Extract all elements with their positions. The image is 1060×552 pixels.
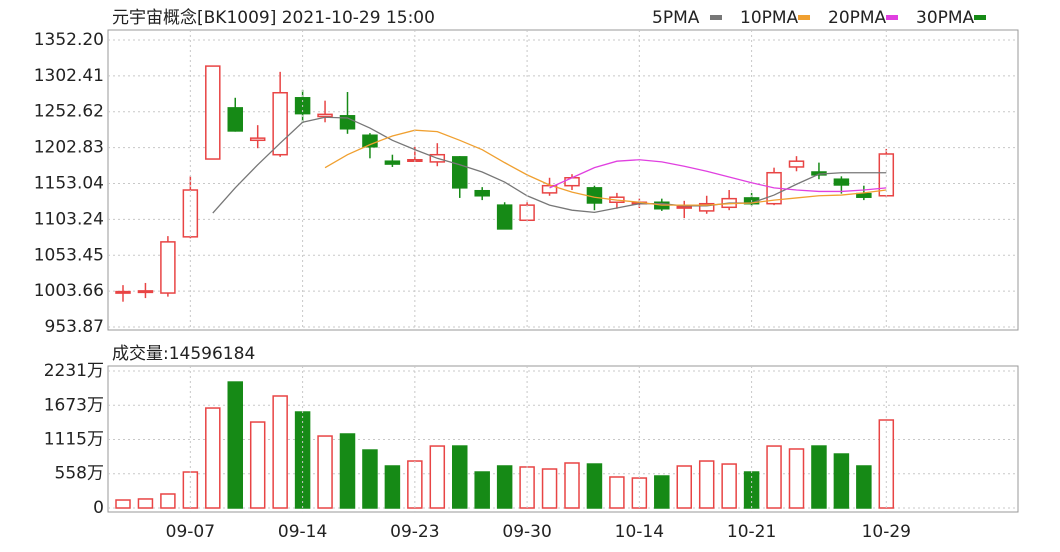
y-tick-label: 1673万	[44, 395, 104, 415]
legend-swatch	[798, 15, 810, 20]
volume-bar	[474, 471, 490, 509]
x-tick-label: 09-23	[390, 522, 439, 542]
candle-body	[160, 241, 176, 294]
chart-title: 元宇宙概念[BK1009] 2021-10-29 15:00	[112, 7, 435, 28]
x-tick-label: 09-07	[166, 522, 215, 542]
volume-bar	[137, 498, 154, 509]
volume-bar	[766, 445, 782, 509]
volume-bar	[698, 460, 715, 509]
legend-label: 10PMA	[740, 8, 799, 28]
volume-bar	[833, 453, 850, 509]
candle-body	[452, 156, 468, 189]
volume-bar	[564, 462, 580, 509]
candle-body	[249, 137, 266, 142]
x-tick-label: 10-21	[727, 522, 776, 542]
legend-swatch	[710, 15, 722, 20]
volume-bar	[249, 421, 266, 509]
legend-label: 20PMA	[828, 8, 887, 28]
volume-bar	[339, 433, 356, 509]
volume-bar	[407, 460, 423, 509]
ma-line	[549, 159, 887, 193]
volume-bar	[654, 475, 670, 509]
candle-body	[833, 178, 850, 186]
legend-swatch	[886, 15, 898, 20]
volume-bar	[384, 465, 401, 509]
ma-line	[324, 129, 887, 206]
volume-bar	[205, 407, 221, 509]
volume-bar	[811, 445, 827, 509]
candle-body	[676, 205, 692, 209]
y-tick-label: 1352.20	[34, 30, 104, 50]
y-tick-label: 558万	[55, 464, 104, 484]
candle-body	[272, 91, 288, 156]
volume-bar	[429, 445, 446, 509]
candle-body	[788, 160, 805, 168]
volume-bar	[609, 476, 625, 509]
volume-label: 成交量:14596184	[112, 344, 255, 364]
legend-swatch	[974, 15, 986, 20]
candle-body	[205, 65, 221, 160]
y-tick-label: 1103.24	[34, 209, 104, 229]
x-tick-label: 10-29	[862, 522, 911, 542]
candle-body	[856, 192, 872, 198]
legend-label: 5PMA	[652, 8, 700, 28]
volume-bar	[788, 448, 805, 509]
y-tick-label: 1202.83	[34, 138, 104, 158]
y-tick-label: 1302.41	[34, 66, 104, 86]
x-tick-label: 09-30	[502, 522, 551, 542]
volume-bar	[878, 419, 895, 509]
volume-bar	[856, 465, 872, 509]
legend-label: 30PMA	[916, 8, 975, 28]
candle-body	[541, 184, 558, 194]
volume-bar	[496, 465, 513, 509]
candle-body	[227, 107, 243, 132]
y-tick-label: 1003.66	[34, 281, 104, 301]
candle-body	[564, 177, 580, 187]
candle-body	[698, 202, 715, 212]
y-tick-label: 2231万	[44, 361, 104, 381]
volume-bar	[160, 493, 176, 509]
volume-bar	[586, 463, 603, 509]
y-tick-label: 1252.62	[34, 102, 104, 122]
volume-frame	[107, 365, 1019, 513]
volume-bar	[272, 395, 288, 509]
candle-body	[496, 204, 513, 230]
ma-line	[212, 116, 887, 214]
price-frame	[107, 29, 1019, 331]
candle-body	[586, 187, 603, 204]
volume-bar	[362, 449, 378, 509]
candle-body	[519, 204, 535, 222]
candle-body	[137, 290, 154, 294]
x-tick-label: 09-14	[278, 522, 327, 542]
candle-body	[182, 189, 199, 238]
candle-body	[317, 113, 333, 118]
y-tick-label: 953.87	[45, 317, 104, 337]
volume-bar	[317, 435, 333, 509]
volume-bar	[115, 499, 131, 509]
y-tick-label: 1153.04	[34, 173, 104, 193]
volume-bar	[721, 463, 737, 509]
candle-body	[115, 290, 131, 294]
candle-body	[362, 134, 378, 148]
y-tick-label: 1053.45	[34, 245, 104, 265]
volume-bar	[452, 445, 468, 509]
candle-body	[474, 189, 490, 197]
volume-bar	[676, 465, 692, 509]
y-tick-label: 0	[93, 498, 104, 518]
candle-body	[384, 160, 401, 165]
volume-bar	[541, 468, 558, 509]
x-tick-label: 10-14	[615, 522, 664, 542]
y-tick-label: 1115万	[44, 430, 104, 450]
volume-bar	[227, 381, 243, 509]
